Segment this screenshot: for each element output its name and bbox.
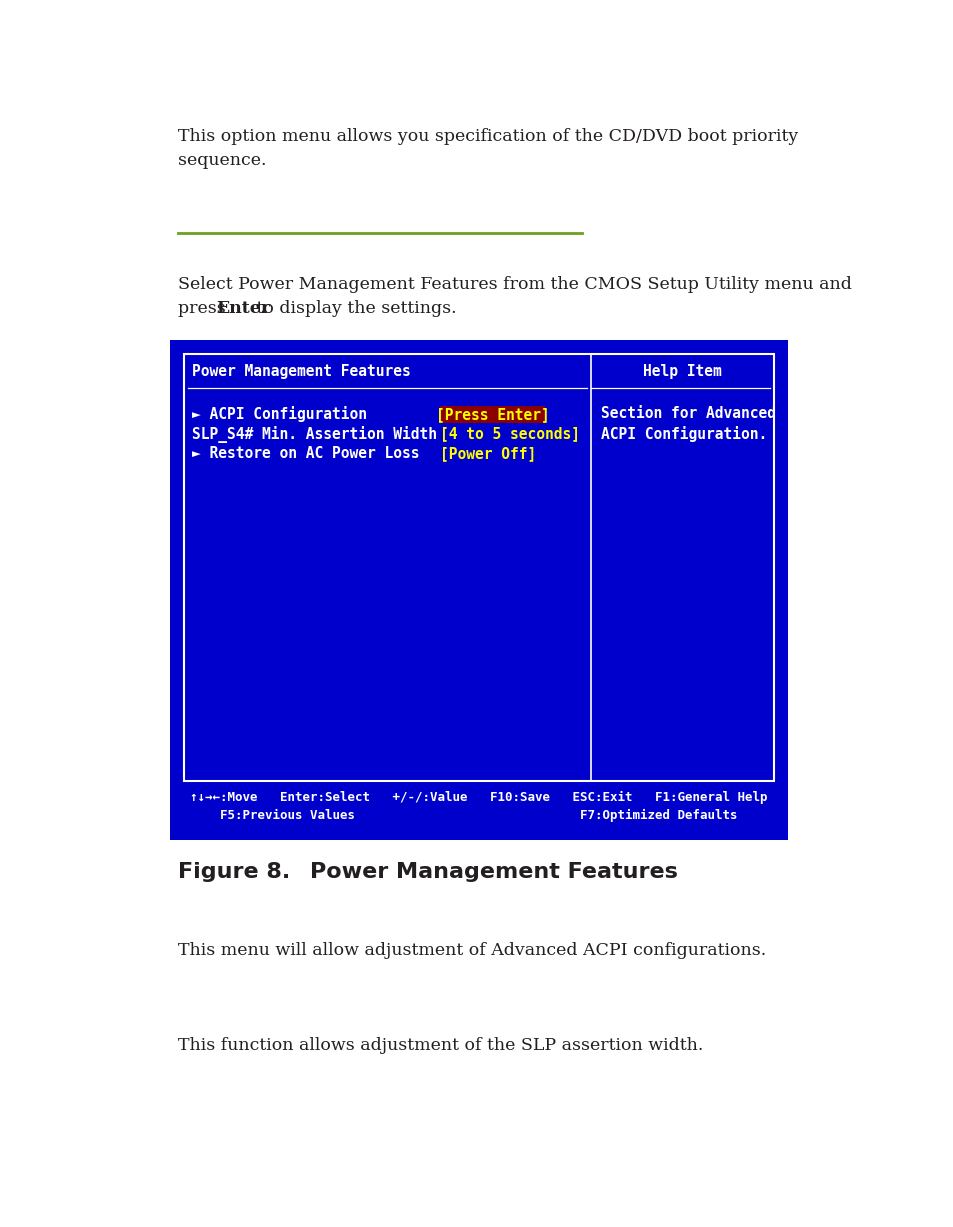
Text: press: press [178,299,231,317]
Text: This menu will allow adjustment of Advanced ACPI configurations.: This menu will allow adjustment of Advan… [178,942,765,960]
Text: SLP_S4# Min. Assertion Width: SLP_S4# Min. Assertion Width [192,426,436,443]
Bar [439,406,544,423]
Text: ► ACPI Configuration: ► ACPI Configuration [192,406,367,422]
Text: to display the settings.: to display the settings. [251,299,456,317]
Text: [Power Off]: [Power Off] [439,445,536,461]
Bar [184,355,773,782]
Text: Power Management Features: Power Management Features [310,863,678,882]
Text: ACPI Configuration.: ACPI Configuration. [600,426,766,442]
Text: This option menu allows you specification of the CD/DVD boot priority: This option menu allows you specificatio… [178,128,798,145]
Text: F5:Previous Values                              F7:Optimized Defaults: F5:Previous Values F7:Optimized Defaults [220,809,737,822]
Text: Help Item: Help Item [642,364,721,379]
Text: This function allows adjustment of the SLP assertion width.: This function allows adjustment of the S… [178,1037,702,1054]
Bar [170,340,787,840]
Text: [4 to 5 seconds]: [4 to 5 seconds] [439,426,579,440]
Text: Section for Advanced: Section for Advanced [600,406,775,421]
Text: Power Management Features: Power Management Features [192,364,411,379]
Text: sequence.: sequence. [178,152,266,169]
Text: ↑↓→←:Move   Enter:Select   +/-/:Value   F10:Save   ESC:Exit   F1:General Help: ↑↓→←:Move Enter:Select +/-/:Value F10:Sa… [190,791,767,804]
Text: Enter: Enter [215,299,270,317]
Text: Select Power Management Features from the CMOS Setup Utility menu and: Select Power Management Features from th… [178,276,851,293]
Text: ► Restore on AC Power Loss: ► Restore on AC Power Loss [192,445,419,461]
Text: Figure 8.: Figure 8. [178,863,290,882]
Text: [Press Enter]: [Press Enter] [436,407,549,422]
